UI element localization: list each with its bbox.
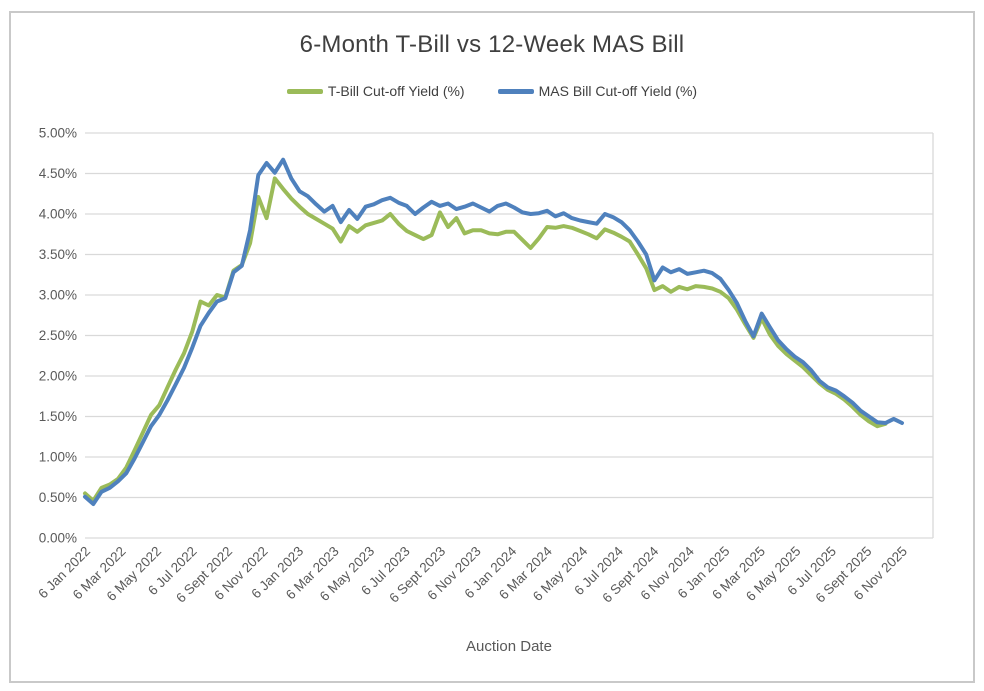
y-tick-label: 1.50% (39, 409, 77, 424)
legend-label-mas: MAS Bill Cut-off Yield (%) (538, 83, 698, 99)
y-tick-label: 1.00% (39, 450, 77, 465)
legend-label-tbill: T-Bill Cut-off Yield (%) (327, 83, 465, 99)
series-line-mas (83, 157, 904, 506)
x-axis-title: Auction Date (466, 638, 552, 655)
y-tick-label: 0.00% (39, 531, 77, 546)
tbill-line-swatch-icon (286, 88, 323, 94)
legend: T-Bill Cut-off Yield (%) MAS Bill Cut-of… (0, 83, 984, 99)
chart-title: 6-Month T-Bill vs 12-Week MAS Bill (299, 31, 685, 58)
y-tick-label: 5.00% (39, 126, 77, 141)
y-tick-label: 3.50% (39, 247, 77, 262)
series-line-tbill (83, 176, 888, 503)
chart-border (9, 11, 975, 683)
y-tick-label: 3.00% (39, 288, 77, 303)
legend-item-mas: MAS Bill Cut-off Yield (%) (497, 83, 698, 99)
y-tick-label: 4.50% (39, 166, 77, 181)
y-tick-label: 0.50% (39, 490, 77, 505)
y-tick-label: 2.50% (39, 328, 77, 343)
y-tick-label: 4.00% (39, 207, 77, 222)
mas-line-swatch-icon (497, 88, 534, 94)
y-tick-label: 2.00% (39, 369, 77, 384)
legend-item-tbill: T-Bill Cut-off Yield (%) (286, 83, 465, 99)
